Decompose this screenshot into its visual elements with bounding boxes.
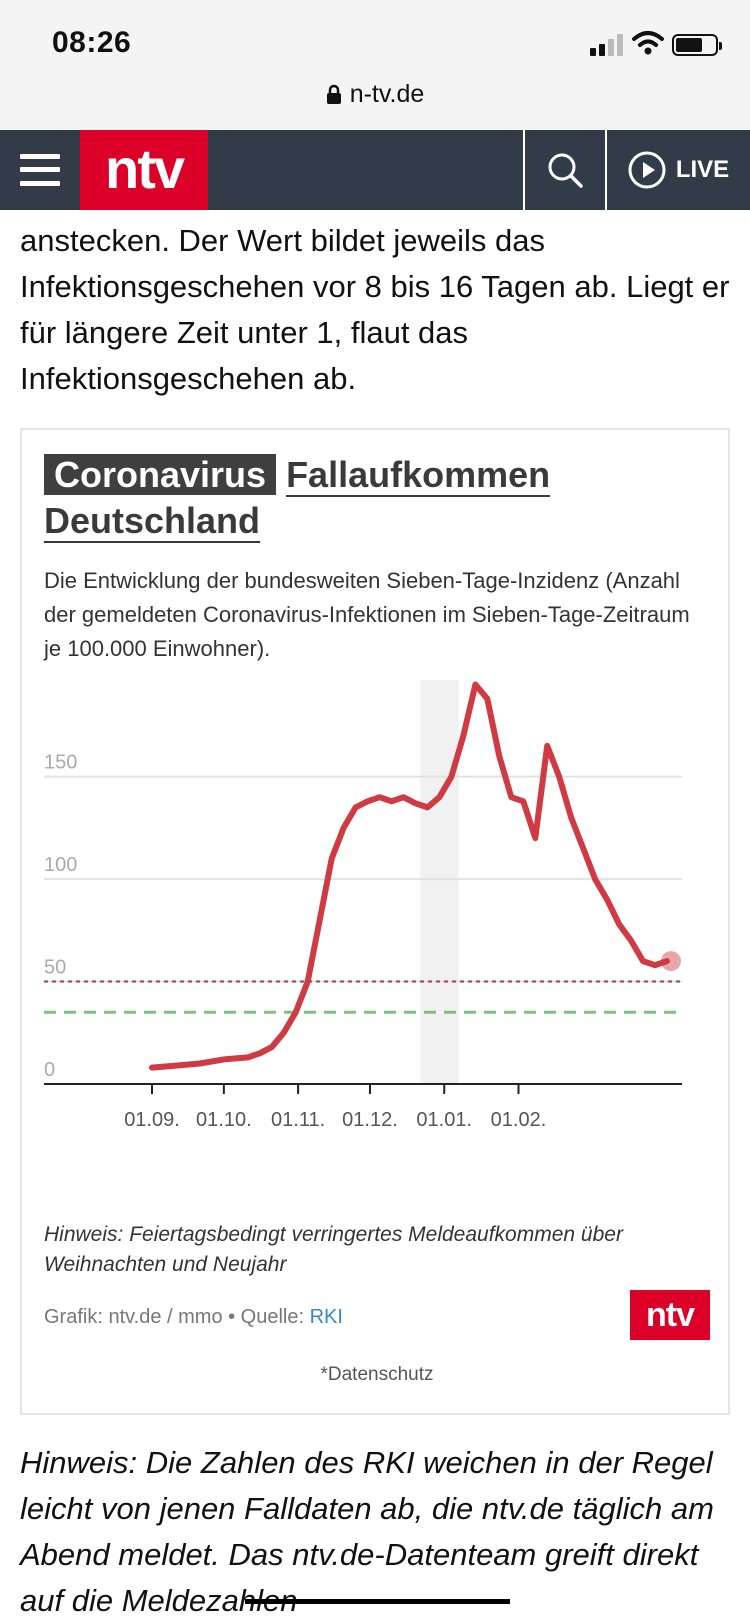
y-tick-label: 0 bbox=[44, 1059, 55, 1081]
chart-note: Hinweis: Feiertagsbedingt verringertes M… bbox=[44, 1223, 623, 1276]
incidence-chart: 0 50 100 150 01.09. 01.10. 01.11. 01.12. 01.01. 0… bbox=[44, 680, 682, 1131]
search-icon bbox=[548, 153, 583, 188]
chart-title: Coronavirus Fallaufkommen Deutschland bbox=[44, 452, 684, 544]
lock-icon bbox=[326, 84, 341, 104]
rki-link[interactable]: RKI bbox=[309, 1306, 343, 1328]
chart-title-rest: Fallaufkommen Deutschland bbox=[44, 454, 551, 543]
x-tick-label: 01.12. bbox=[342, 1109, 398, 1131]
article-hint: Hinweis: Die Zahlen des RKI weichen in d… bbox=[20, 1445, 714, 1618]
chart-title-badge: Coronavirus bbox=[44, 454, 277, 495]
status-bar: 08:26 n-tv.de bbox=[0, 0, 750, 130]
wifi-icon bbox=[632, 31, 664, 55]
x-tick-label: 01.09. bbox=[124, 1109, 180, 1131]
x-tick-label: 01.11. bbox=[271, 1109, 325, 1131]
signal-icon bbox=[590, 34, 626, 56]
play-icon bbox=[628, 151, 666, 189]
y-tick-label: 50 bbox=[44, 957, 66, 979]
series-line bbox=[149, 681, 670, 1071]
live-label: LIVE bbox=[675, 156, 730, 183]
ntv-logo-small: ntv bbox=[630, 1290, 710, 1340]
strike-overlay bbox=[245, 1599, 510, 1604]
url-text: n-tv.de bbox=[349, 80, 425, 108]
last-point-marker bbox=[661, 951, 681, 972]
x-tick-label: 01.02. bbox=[491, 1109, 547, 1131]
x-tick-label: 01.01. bbox=[416, 1109, 472, 1131]
source-prefix: Grafik: ntv.de / mmo • Quelle: bbox=[44, 1306, 310, 1328]
status-time: 08:26 bbox=[52, 26, 132, 59]
address-bar[interactable]: n-tv.de bbox=[0, 80, 750, 109]
privacy-link[interactable]: *Datenschutz bbox=[320, 1364, 434, 1385]
nav-divider bbox=[523, 130, 525, 210]
chart-subtitle: Die Entwicklung der bundesweiten Sieben-… bbox=[44, 568, 690, 661]
x-tick-label: 01.10. bbox=[196, 1109, 252, 1131]
holiday-band bbox=[420, 680, 459, 1084]
chart-card: Coronavirus Fallaufkommen Deutschland Di… bbox=[20, 428, 730, 1415]
y-tick-label: 100 bbox=[44, 854, 77, 876]
nav-divider bbox=[605, 130, 607, 210]
live-button[interactable]: LIVE bbox=[607, 130, 750, 210]
ntv-logo[interactable]: ntv bbox=[80, 130, 208, 210]
article-paragraph: anstecken. Der Wert bildet jeweils das I… bbox=[20, 223, 730, 396]
battery-icon bbox=[672, 34, 722, 56]
menu-icon[interactable] bbox=[20, 152, 60, 188]
search-button[interactable] bbox=[525, 130, 605, 210]
chart-source: Grafik: ntv.de / mmo • Quelle: RKI bbox=[44, 1306, 343, 1329]
y-tick-label: 150 bbox=[44, 752, 77, 774]
site-header: ntv LIVE bbox=[0, 130, 750, 210]
